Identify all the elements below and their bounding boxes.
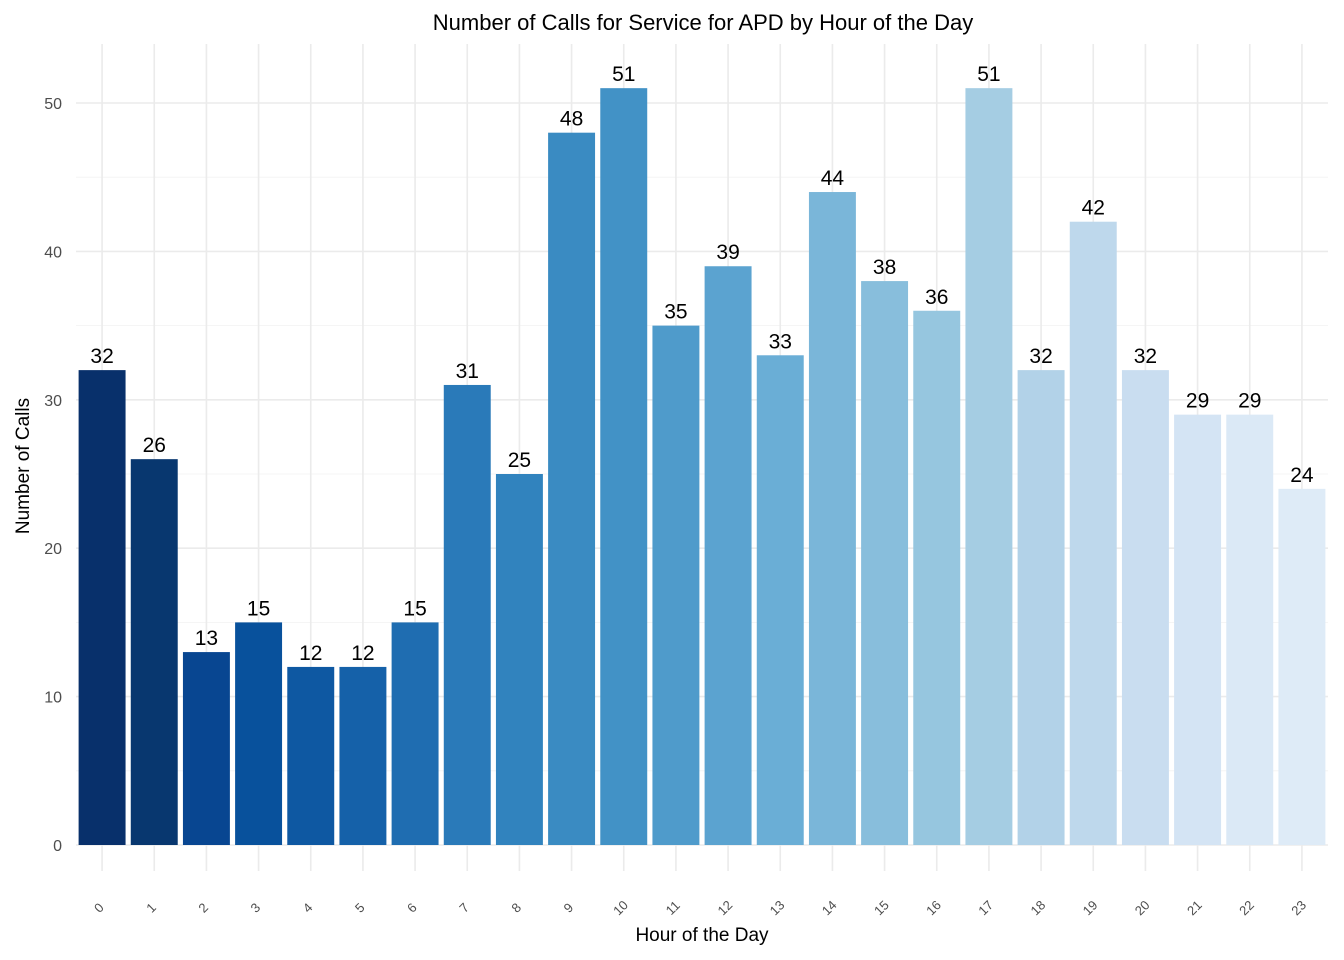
bar xyxy=(913,310,961,845)
x-axis-ticks: 0 1 2 3 4 5 6 7 8 9 10 11 12 13 14 15 16 17 18 19 20 21 22 23 xyxy=(91,897,1309,918)
bar-value-label: 32 xyxy=(90,345,113,368)
x-tick-label: 11 xyxy=(663,898,683,918)
bar xyxy=(652,325,700,846)
bar xyxy=(548,132,596,845)
bar-value-label: 29 xyxy=(1186,390,1209,413)
x-tick-label: 1 xyxy=(143,900,159,916)
y-tick-label: 10 xyxy=(44,690,62,707)
bar-value-label: 51 xyxy=(612,63,635,86)
bar xyxy=(1278,488,1326,845)
x-tick-label: 8 xyxy=(508,900,524,916)
bar xyxy=(1017,370,1065,845)
x-tick-label: 15 xyxy=(871,897,892,918)
x-tick-label: 22 xyxy=(1236,897,1257,918)
y-tick-label: 40 xyxy=(44,244,62,261)
bar xyxy=(495,474,543,845)
bar-value-labels: 32 26 13 15 12 12 15 31 25 48 51 35 39 33 44 38 36 51 32 42… xyxy=(90,63,1314,665)
y-axis-title: Number of Calls xyxy=(13,398,34,534)
bar-value-label: 39 xyxy=(716,241,739,264)
bar-value-label: 13 xyxy=(195,627,218,650)
bar xyxy=(1121,370,1169,845)
x-tick-label: 20 xyxy=(1132,897,1153,918)
bar xyxy=(182,652,230,845)
x-tick-label: 5 xyxy=(352,900,368,916)
bar-value-label: 12 xyxy=(351,642,374,665)
x-tick-label: 18 xyxy=(1027,897,1048,918)
bar xyxy=(965,88,1013,845)
bar-value-label: 42 xyxy=(1082,197,1105,220)
bar xyxy=(130,459,178,845)
bar xyxy=(704,266,752,845)
bar xyxy=(1069,221,1117,846)
bar xyxy=(391,622,439,845)
x-tick-label: 2 xyxy=(195,900,211,916)
x-tick-label: 10 xyxy=(610,897,631,918)
bar-value-label: 36 xyxy=(925,286,948,309)
x-tick-label: 16 xyxy=(923,897,944,918)
bar-value-label: 29 xyxy=(1238,390,1261,413)
x-tick-label: 6 xyxy=(404,900,420,916)
bar-value-label: 12 xyxy=(299,642,322,665)
y-tick-label: 30 xyxy=(44,393,62,410)
bar-value-label: 15 xyxy=(247,597,270,620)
bar-value-label: 24 xyxy=(1290,464,1314,487)
x-tick-label: 21 xyxy=(1184,897,1205,918)
bar xyxy=(1226,414,1274,845)
y-axis-ticks: 0 10 20 30 40 50 xyxy=(44,96,62,855)
x-axis-title: Hour of the Day xyxy=(635,925,769,946)
bar-value-label: 32 xyxy=(1029,345,1052,368)
bar xyxy=(600,88,648,845)
bar-value-label: 38 xyxy=(873,256,896,279)
bar-value-label: 48 xyxy=(560,108,583,131)
bar xyxy=(235,622,283,845)
bar xyxy=(78,370,126,845)
chart-title: Number of Calls for Service for APD by H… xyxy=(433,10,973,35)
x-tick-label: 17 xyxy=(975,897,996,918)
bar-value-label: 26 xyxy=(143,434,166,457)
x-tick-label: 9 xyxy=(561,900,577,916)
x-tick-label: 0 xyxy=(91,900,107,916)
bar xyxy=(339,666,387,845)
bar-value-label: 31 xyxy=(456,360,479,383)
bar-value-label: 35 xyxy=(664,301,687,324)
bar-value-label: 33 xyxy=(769,330,792,353)
bar-value-label: 32 xyxy=(1134,345,1157,368)
bar xyxy=(443,384,491,845)
x-tick-label: 12 xyxy=(714,897,735,918)
x-tick-label: 3 xyxy=(248,900,264,916)
x-tick-label: 4 xyxy=(300,900,316,916)
bar xyxy=(287,666,335,845)
bar xyxy=(808,192,856,846)
bar-value-label: 51 xyxy=(977,63,1000,86)
bar-value-label: 25 xyxy=(508,449,531,472)
bar-value-label: 44 xyxy=(821,167,845,190)
bar-value-label: 15 xyxy=(403,597,426,620)
x-tick-label: 14 xyxy=(819,897,840,918)
bars xyxy=(78,88,1326,846)
bar xyxy=(1174,414,1222,845)
bar xyxy=(861,281,909,846)
bar xyxy=(756,355,804,845)
y-tick-label: 20 xyxy=(44,541,62,558)
x-tick-label: 13 xyxy=(767,897,788,918)
y-tick-label: 50 xyxy=(44,96,62,113)
x-tick-label: 7 xyxy=(456,900,472,916)
x-tick-label: 23 xyxy=(1288,897,1309,918)
y-tick-label: 0 xyxy=(53,838,62,855)
x-tick-label: 19 xyxy=(1080,897,1101,918)
